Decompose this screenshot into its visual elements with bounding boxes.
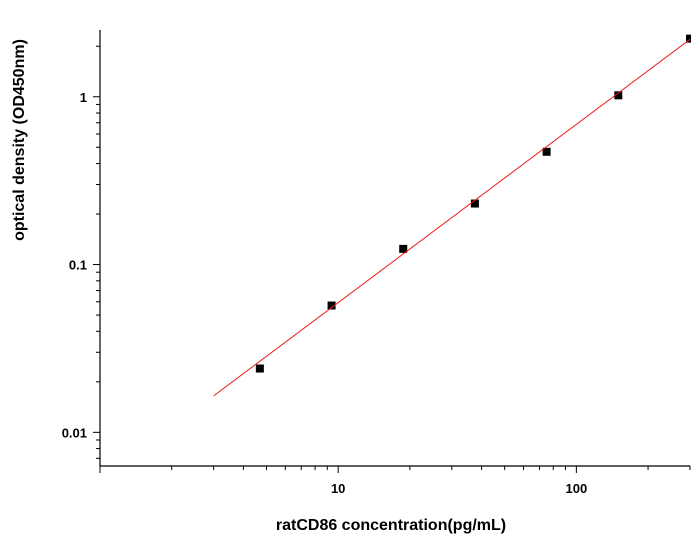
x-axis-title: ratCD86 concentration(pg/mL) [276,517,506,534]
data-point [327,301,336,310]
data-point [542,147,551,156]
x-tick-label: 10 [331,481,345,496]
data-point [399,244,408,253]
y-axis-title: optical density (OD450nm) [11,39,28,241]
y-tick-label: 0.01 [62,425,87,440]
axes [99,30,690,467]
y-tick-label: 1 [80,90,87,105]
series [213,34,691,397]
tick-labels: 10 100 0.01 0.1 1 [62,90,588,496]
ticks [93,45,691,473]
y-tick-label: 0.1 [69,258,87,273]
data-point [614,91,623,100]
fit-line [213,38,691,397]
data-point [686,34,691,43]
x-tick-label: 100 [566,481,588,496]
data-point [470,199,479,208]
data-point [255,364,264,373]
